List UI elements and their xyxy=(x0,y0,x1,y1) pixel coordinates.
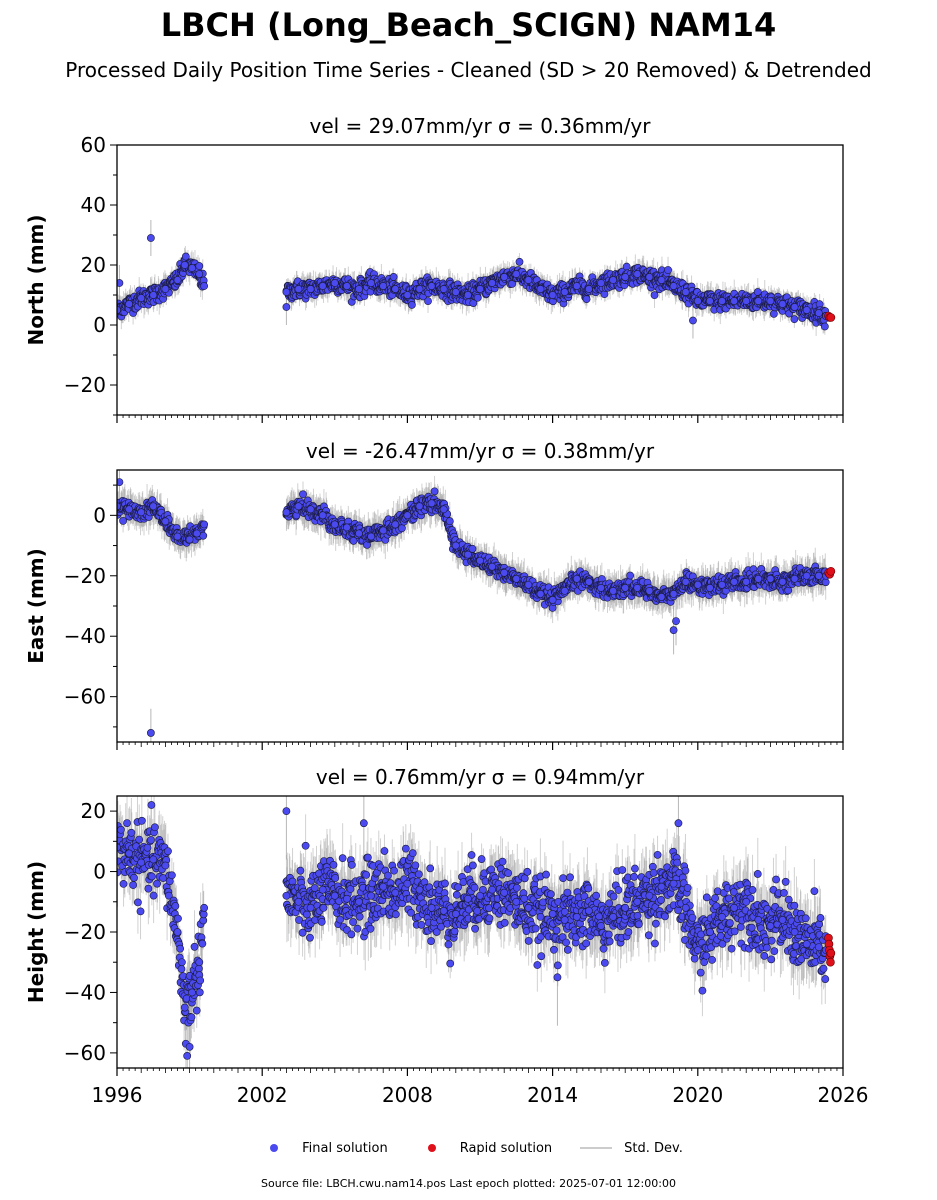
y-axis-label-north: North (mm) xyxy=(24,214,48,345)
plot-area-east xyxy=(117,470,836,742)
final-point xyxy=(621,273,630,281)
final-point xyxy=(355,285,363,293)
final-point xyxy=(119,516,127,525)
final-points-north xyxy=(117,234,830,331)
final-point xyxy=(180,261,189,269)
final-point xyxy=(473,293,482,302)
final-point xyxy=(622,262,631,271)
final-point xyxy=(718,297,726,305)
final-point xyxy=(125,300,134,308)
final-point xyxy=(389,273,398,281)
final-point xyxy=(349,536,358,545)
final-point xyxy=(424,297,432,306)
final-point xyxy=(117,279,124,287)
y-tick-label: 0 xyxy=(93,313,106,337)
final-point xyxy=(515,257,524,266)
final-point xyxy=(367,279,375,287)
final-point xyxy=(524,276,533,284)
final-point xyxy=(415,285,424,293)
final-point xyxy=(195,262,204,270)
final-point xyxy=(582,295,591,303)
final-points-east xyxy=(117,478,830,737)
y-tick-label: −20 xyxy=(64,373,106,397)
final-point xyxy=(500,273,509,281)
final-point xyxy=(669,282,678,290)
final-point xyxy=(650,291,659,300)
final-point xyxy=(342,282,351,290)
final-point xyxy=(790,315,799,324)
final-point xyxy=(188,264,196,272)
final-point xyxy=(161,285,170,293)
final-point xyxy=(181,252,190,261)
final-point xyxy=(463,291,472,299)
final-point xyxy=(790,303,799,311)
final-point xyxy=(657,276,666,284)
final-point xyxy=(379,282,388,290)
final-point xyxy=(609,276,617,284)
final-point xyxy=(664,266,672,274)
final-point xyxy=(451,288,460,296)
rapid-point xyxy=(826,313,836,322)
final-point xyxy=(689,316,697,325)
rapid-points-north xyxy=(824,311,836,322)
final-point xyxy=(146,234,155,242)
final-point xyxy=(282,288,291,296)
y-tick-label: 20 xyxy=(81,253,106,277)
final-point xyxy=(427,282,436,290)
final-point xyxy=(439,285,448,293)
stddev-bars-north xyxy=(117,220,827,339)
final-point xyxy=(173,276,182,284)
y-tick-label: 40 xyxy=(81,193,106,217)
final-point xyxy=(149,291,158,299)
final-point xyxy=(706,297,714,305)
final-point xyxy=(306,285,315,293)
final-point xyxy=(754,297,763,305)
final-point xyxy=(294,285,303,293)
final-point xyxy=(742,297,751,305)
final-point xyxy=(560,288,569,296)
final-point xyxy=(195,270,204,278)
chart-canvas: −20 0 20 40 60 vel = 29.07mm/yr σ = 0.36mm/yr… xyxy=(24,114,868,1107)
final-point xyxy=(282,303,291,311)
final-point xyxy=(766,297,775,305)
y-tick-label: 60 xyxy=(81,133,106,157)
final-point xyxy=(645,273,654,281)
final-point xyxy=(299,490,307,499)
panel-north: −20 0 20 40 60 vel = 29.07mm/yr σ = 0.36mm/yr… xyxy=(24,114,844,423)
final-point xyxy=(820,322,829,331)
page-subtitle: Processed Daily Position Time Series - C… xyxy=(65,58,872,82)
final-point xyxy=(730,297,738,305)
final-point xyxy=(778,300,787,308)
final-point xyxy=(512,270,521,278)
final-point xyxy=(681,288,690,296)
final-point xyxy=(597,279,605,287)
final-point xyxy=(814,309,823,317)
final-point xyxy=(330,279,339,287)
final-point xyxy=(137,294,146,302)
final-point xyxy=(318,282,327,290)
final-point xyxy=(802,306,811,314)
final-point xyxy=(391,285,400,293)
final-point xyxy=(488,279,496,287)
panel-title-north: vel = 29.07mm/yr σ = 0.36mm/yr xyxy=(310,114,652,138)
final-point xyxy=(408,301,416,309)
final-point xyxy=(536,285,545,293)
stddev-bars-east xyxy=(117,470,827,742)
plot-area-north xyxy=(117,220,836,339)
final-point xyxy=(476,285,484,293)
page-title: LBCH (Long_Beach_SCIGN) NAM14 xyxy=(160,6,777,44)
final-point xyxy=(769,309,778,318)
final-point xyxy=(585,285,593,293)
final-point xyxy=(633,270,642,278)
final-point xyxy=(403,291,412,299)
final-point xyxy=(693,297,702,305)
final-point xyxy=(548,291,557,299)
final-point xyxy=(200,282,209,290)
final-point xyxy=(572,282,581,290)
